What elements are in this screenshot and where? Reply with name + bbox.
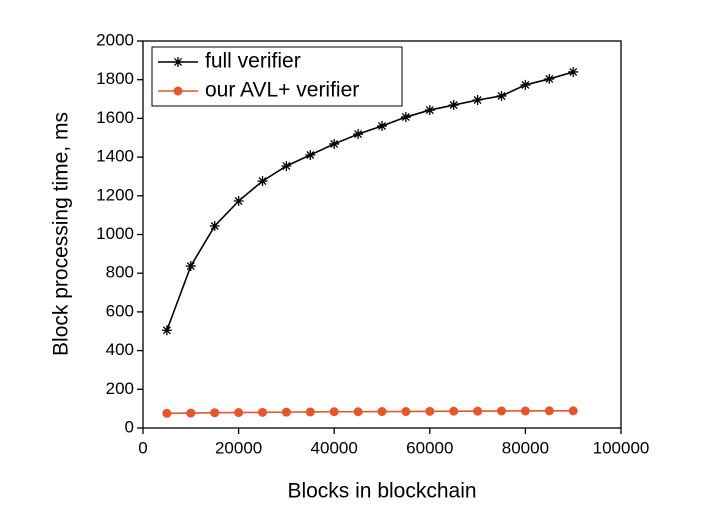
data-point: [209, 220, 220, 231]
data-point: [377, 120, 387, 131]
x-tick-label: 100000: [593, 438, 650, 457]
y-tick-label: 0: [125, 417, 134, 436]
legend-marker: [173, 57, 183, 67]
y-tick-label: 400: [106, 340, 134, 359]
data-point: [424, 105, 435, 116]
legend-label: our AVL+ verifier: [205, 79, 359, 102]
data-point: [520, 406, 530, 416]
x-tick-label: 80000: [502, 438, 549, 457]
data-point: [305, 149, 316, 160]
y-tick-label: 1000: [96, 224, 134, 243]
x-tick-label: 0: [138, 438, 147, 457]
series-line: [166, 71, 574, 331]
data-point: [568, 406, 578, 416]
data-point: [233, 196, 244, 207]
y-tick-label: 1800: [96, 69, 134, 88]
y-tick-label: 600: [106, 301, 134, 320]
y-tick-label: 1200: [96, 185, 134, 204]
data-point: [401, 407, 411, 417]
data-point: [258, 407, 267, 417]
y-tick-label: 1400: [96, 147, 134, 166]
data-point: [281, 161, 292, 172]
data-point: [472, 95, 483, 106]
y-axis-label: Block processing time, ms: [50, 112, 73, 356]
data-point: [497, 406, 506, 416]
x-tick-label: 20000: [215, 438, 262, 457]
x-tick-label: 40000: [311, 438, 358, 457]
data-point: [425, 406, 435, 416]
series-line: [166, 409, 574, 415]
data-point: [210, 408, 220, 418]
data-point: [257, 176, 268, 187]
data-point: [305, 407, 315, 417]
x-tick-label: 60000: [406, 438, 453, 457]
data-point: [185, 261, 196, 272]
data-point: [400, 112, 411, 123]
legend-label: full verifier: [205, 50, 301, 73]
data-point: [161, 325, 172, 336]
data-point: [162, 408, 172, 418]
legend-marker: [173, 86, 183, 96]
data-point: [377, 407, 387, 417]
data-point: [329, 138, 340, 149]
y-tick-label: 1600: [96, 108, 134, 127]
data-point: [329, 407, 339, 417]
data-point: [353, 407, 363, 417]
y-tick-label: 800: [106, 263, 134, 282]
data-point: [473, 406, 483, 416]
legend-box: [151, 46, 403, 107]
data-point: [568, 66, 579, 77]
data-point: [449, 406, 459, 416]
data-point: [281, 407, 291, 417]
y-tick-label: 200: [106, 379, 134, 398]
data-point: [520, 79, 531, 90]
data-point: [234, 408, 244, 418]
data-point: [496, 90, 507, 101]
data-point: [448, 100, 459, 111]
x-axis-label: Blocks in blockchain: [287, 480, 476, 503]
data-point: [544, 406, 554, 416]
data-point: [544, 73, 555, 84]
data-point: [353, 129, 364, 140]
y-tick-label: 2000: [96, 30, 134, 49]
data-point: [186, 408, 196, 418]
